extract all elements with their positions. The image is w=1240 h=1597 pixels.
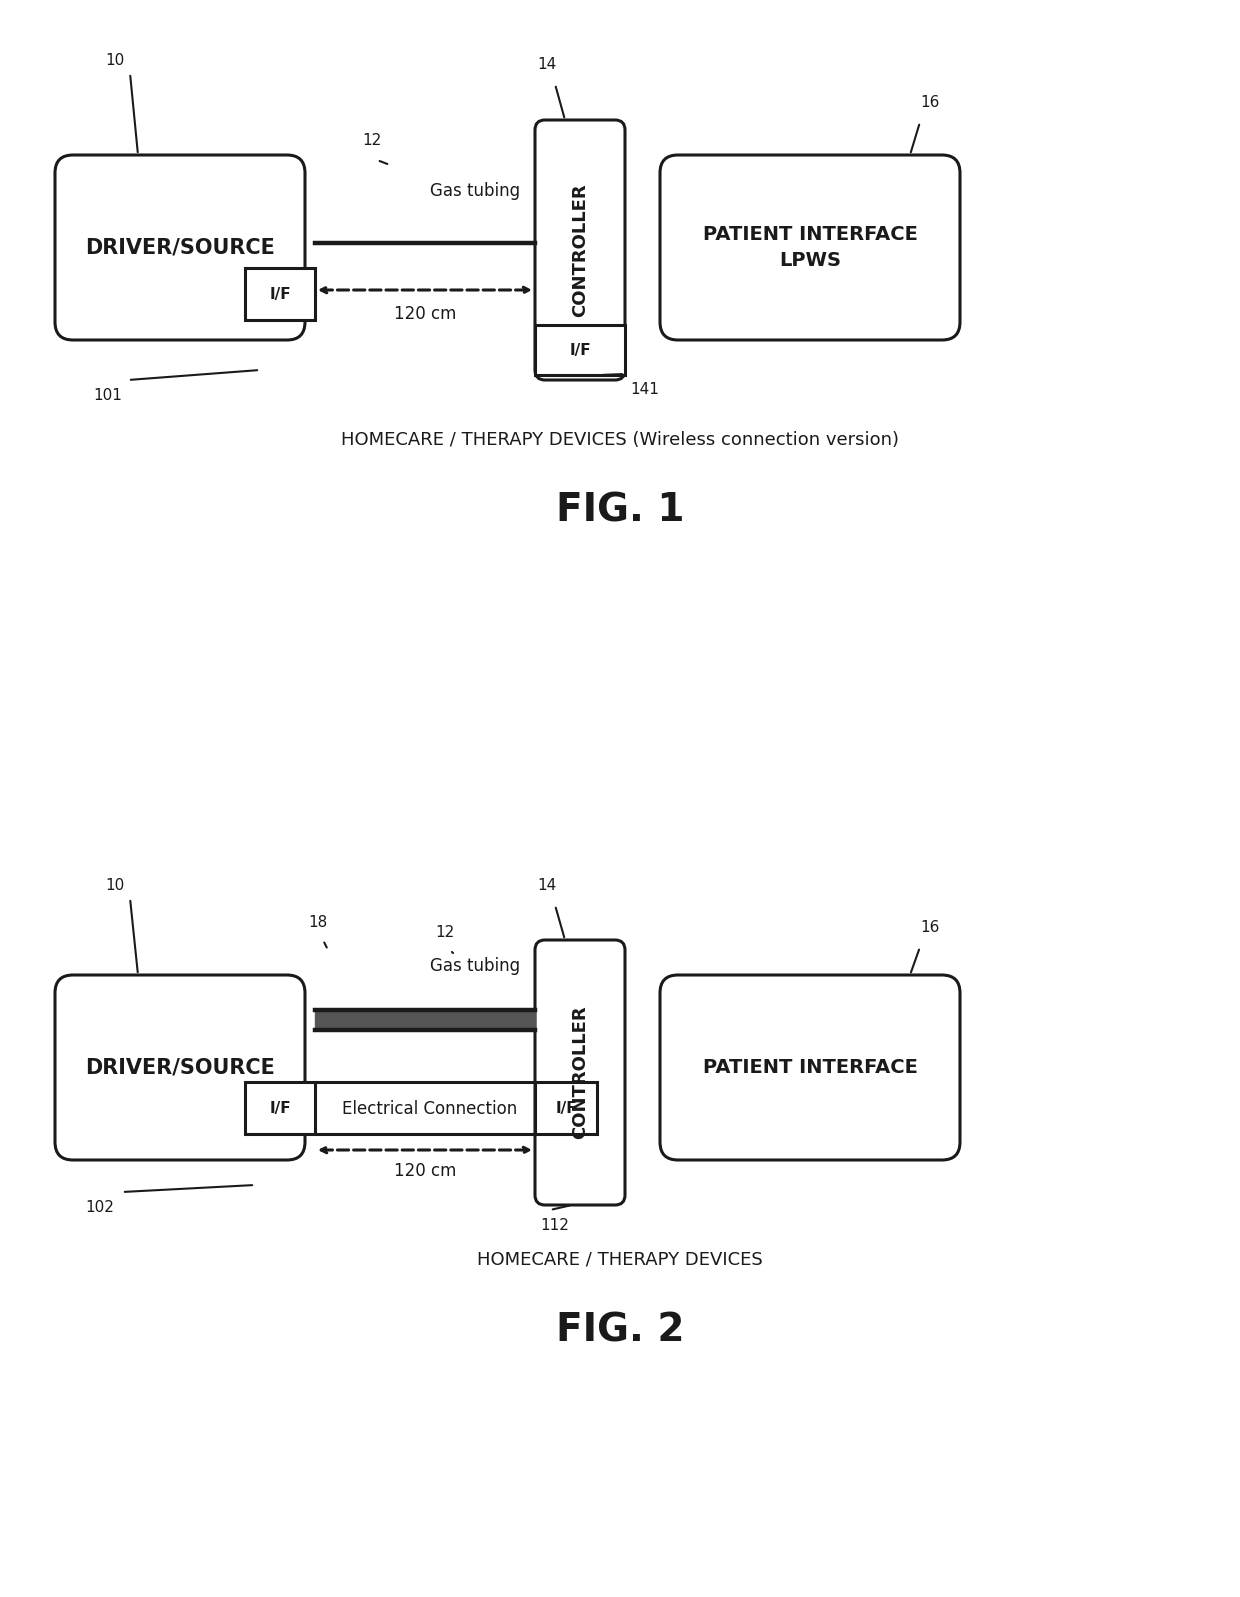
Text: 14: 14	[537, 878, 557, 893]
Text: 12: 12	[362, 133, 382, 149]
Text: Gas tubing: Gas tubing	[430, 957, 520, 976]
FancyBboxPatch shape	[660, 976, 960, 1159]
Text: Electrical Connection: Electrical Connection	[342, 1100, 517, 1118]
FancyBboxPatch shape	[55, 155, 305, 340]
Text: PATIENT INTERFACE: PATIENT INTERFACE	[703, 1057, 918, 1076]
Text: 141: 141	[630, 382, 658, 398]
Text: 16: 16	[920, 94, 940, 110]
Text: 10: 10	[105, 53, 125, 69]
FancyBboxPatch shape	[55, 976, 305, 1159]
Text: 18: 18	[309, 915, 327, 929]
Text: I/F: I/F	[269, 1100, 291, 1115]
Bar	[534, 1083, 596, 1134]
FancyBboxPatch shape	[660, 155, 960, 340]
Text: FIG. 2: FIG. 2	[556, 1311, 684, 1349]
Text: HOMECARE / THERAPY DEVICES (Wireless connection version): HOMECARE / THERAPY DEVICES (Wireless con…	[341, 431, 899, 449]
Text: Gas tubing: Gas tubing	[430, 182, 520, 200]
Text: 120 cm: 120 cm	[394, 305, 456, 323]
Text: 101: 101	[93, 388, 123, 402]
Text: CONTROLLER: CONTROLLER	[570, 1006, 589, 1139]
Text: 102: 102	[86, 1199, 114, 1215]
Text: 12: 12	[435, 925, 455, 941]
Text: DRIVER/SOURCE: DRIVER/SOURCE	[86, 238, 275, 257]
Text: 120 cm: 120 cm	[394, 1163, 456, 1180]
Text: 112: 112	[541, 1219, 569, 1233]
Bar	[534, 326, 625, 375]
Text: I/F: I/F	[569, 342, 590, 358]
Text: 10: 10	[105, 878, 125, 893]
Text: DRIVER/SOURCE: DRIVER/SOURCE	[86, 1057, 275, 1078]
Bar	[246, 1083, 315, 1134]
Text: I/F: I/F	[556, 1100, 577, 1115]
FancyBboxPatch shape	[534, 941, 625, 1206]
FancyBboxPatch shape	[534, 120, 625, 380]
Text: 16: 16	[920, 920, 940, 934]
Text: 14: 14	[537, 57, 557, 72]
Text: PATIENT INTERFACE
LPWS: PATIENT INTERFACE LPWS	[703, 225, 918, 270]
Bar	[246, 268, 315, 319]
Text: HOMECARE / THERAPY DEVICES: HOMECARE / THERAPY DEVICES	[477, 1250, 763, 1270]
Text: FIG. 1: FIG. 1	[556, 490, 684, 529]
Text: CONTROLLER: CONTROLLER	[570, 184, 589, 316]
Text: I/F: I/F	[269, 286, 291, 302]
